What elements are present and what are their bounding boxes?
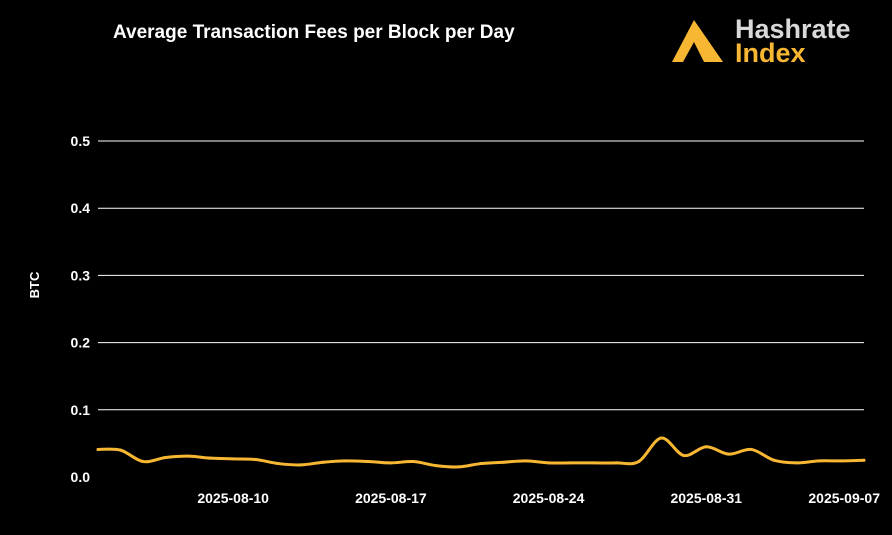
data-point <box>794 461 798 465</box>
data-point <box>547 461 551 465</box>
data-point <box>479 462 483 466</box>
data-point <box>411 460 415 464</box>
data-point <box>817 459 821 463</box>
data-point <box>434 464 438 468</box>
data-point <box>614 461 618 465</box>
data-point <box>299 463 303 467</box>
y-tick-label: 0.4 <box>71 200 91 216</box>
x-tick-label: 2025-09-07 <box>808 490 880 506</box>
data-point <box>456 465 460 469</box>
y-tick-label: 0.3 <box>71 267 91 283</box>
data-point <box>772 458 776 462</box>
y-tick-label: 0.2 <box>71 335 91 351</box>
x-tick-label: 2025-08-10 <box>197 490 269 506</box>
y-tick-label: 0.0 <box>71 469 91 485</box>
data-point <box>524 459 528 463</box>
y-tick-label: 0.5 <box>71 133 91 149</box>
data-point <box>862 458 866 462</box>
data-point <box>502 460 506 464</box>
data-point <box>209 456 213 460</box>
data-point <box>704 445 708 449</box>
data-point <box>186 454 190 458</box>
data-point <box>344 459 348 463</box>
y-axis-label: BTC <box>27 271 42 298</box>
data-point <box>659 436 663 440</box>
data-point <box>119 448 123 452</box>
data-point <box>389 461 393 465</box>
data-point <box>749 447 753 451</box>
data-point <box>592 461 596 465</box>
data-point <box>682 453 686 457</box>
data-point <box>727 452 731 456</box>
x-tick-label: 2025-08-24 <box>513 490 585 506</box>
data-point <box>141 460 145 464</box>
y-tick-labels: 0.0 0.1 0.2 0.3 0.4 0.5 <box>71 133 91 485</box>
data-point <box>321 460 325 464</box>
chart-title: Average Transaction Fees per Block per D… <box>113 22 515 43</box>
data-point <box>569 461 573 465</box>
triangle-logo-icon <box>672 20 723 62</box>
logo-line-1: Hashrate <box>735 14 851 44</box>
logo-line-2: Index <box>735 38 806 68</box>
data-point <box>366 460 370 464</box>
data-point <box>839 459 843 463</box>
series-layer <box>96 436 866 469</box>
data-point <box>637 460 641 464</box>
y-tick-label: 0.1 <box>71 402 91 418</box>
grid-layer <box>98 140 864 411</box>
data-point <box>231 457 235 461</box>
x-tick-labels: 2025-08-10 2025-08-17 2025-08-24 2025-08-31… <box>197 490 880 506</box>
x-tick-label: 2025-08-17 <box>355 490 427 506</box>
data-point <box>254 458 258 462</box>
x-tick-label: 2025-08-31 <box>670 490 742 506</box>
data-point <box>276 462 280 466</box>
data-point <box>96 447 100 451</box>
data-point <box>164 456 168 460</box>
logo: Hashrate Index <box>672 14 851 68</box>
